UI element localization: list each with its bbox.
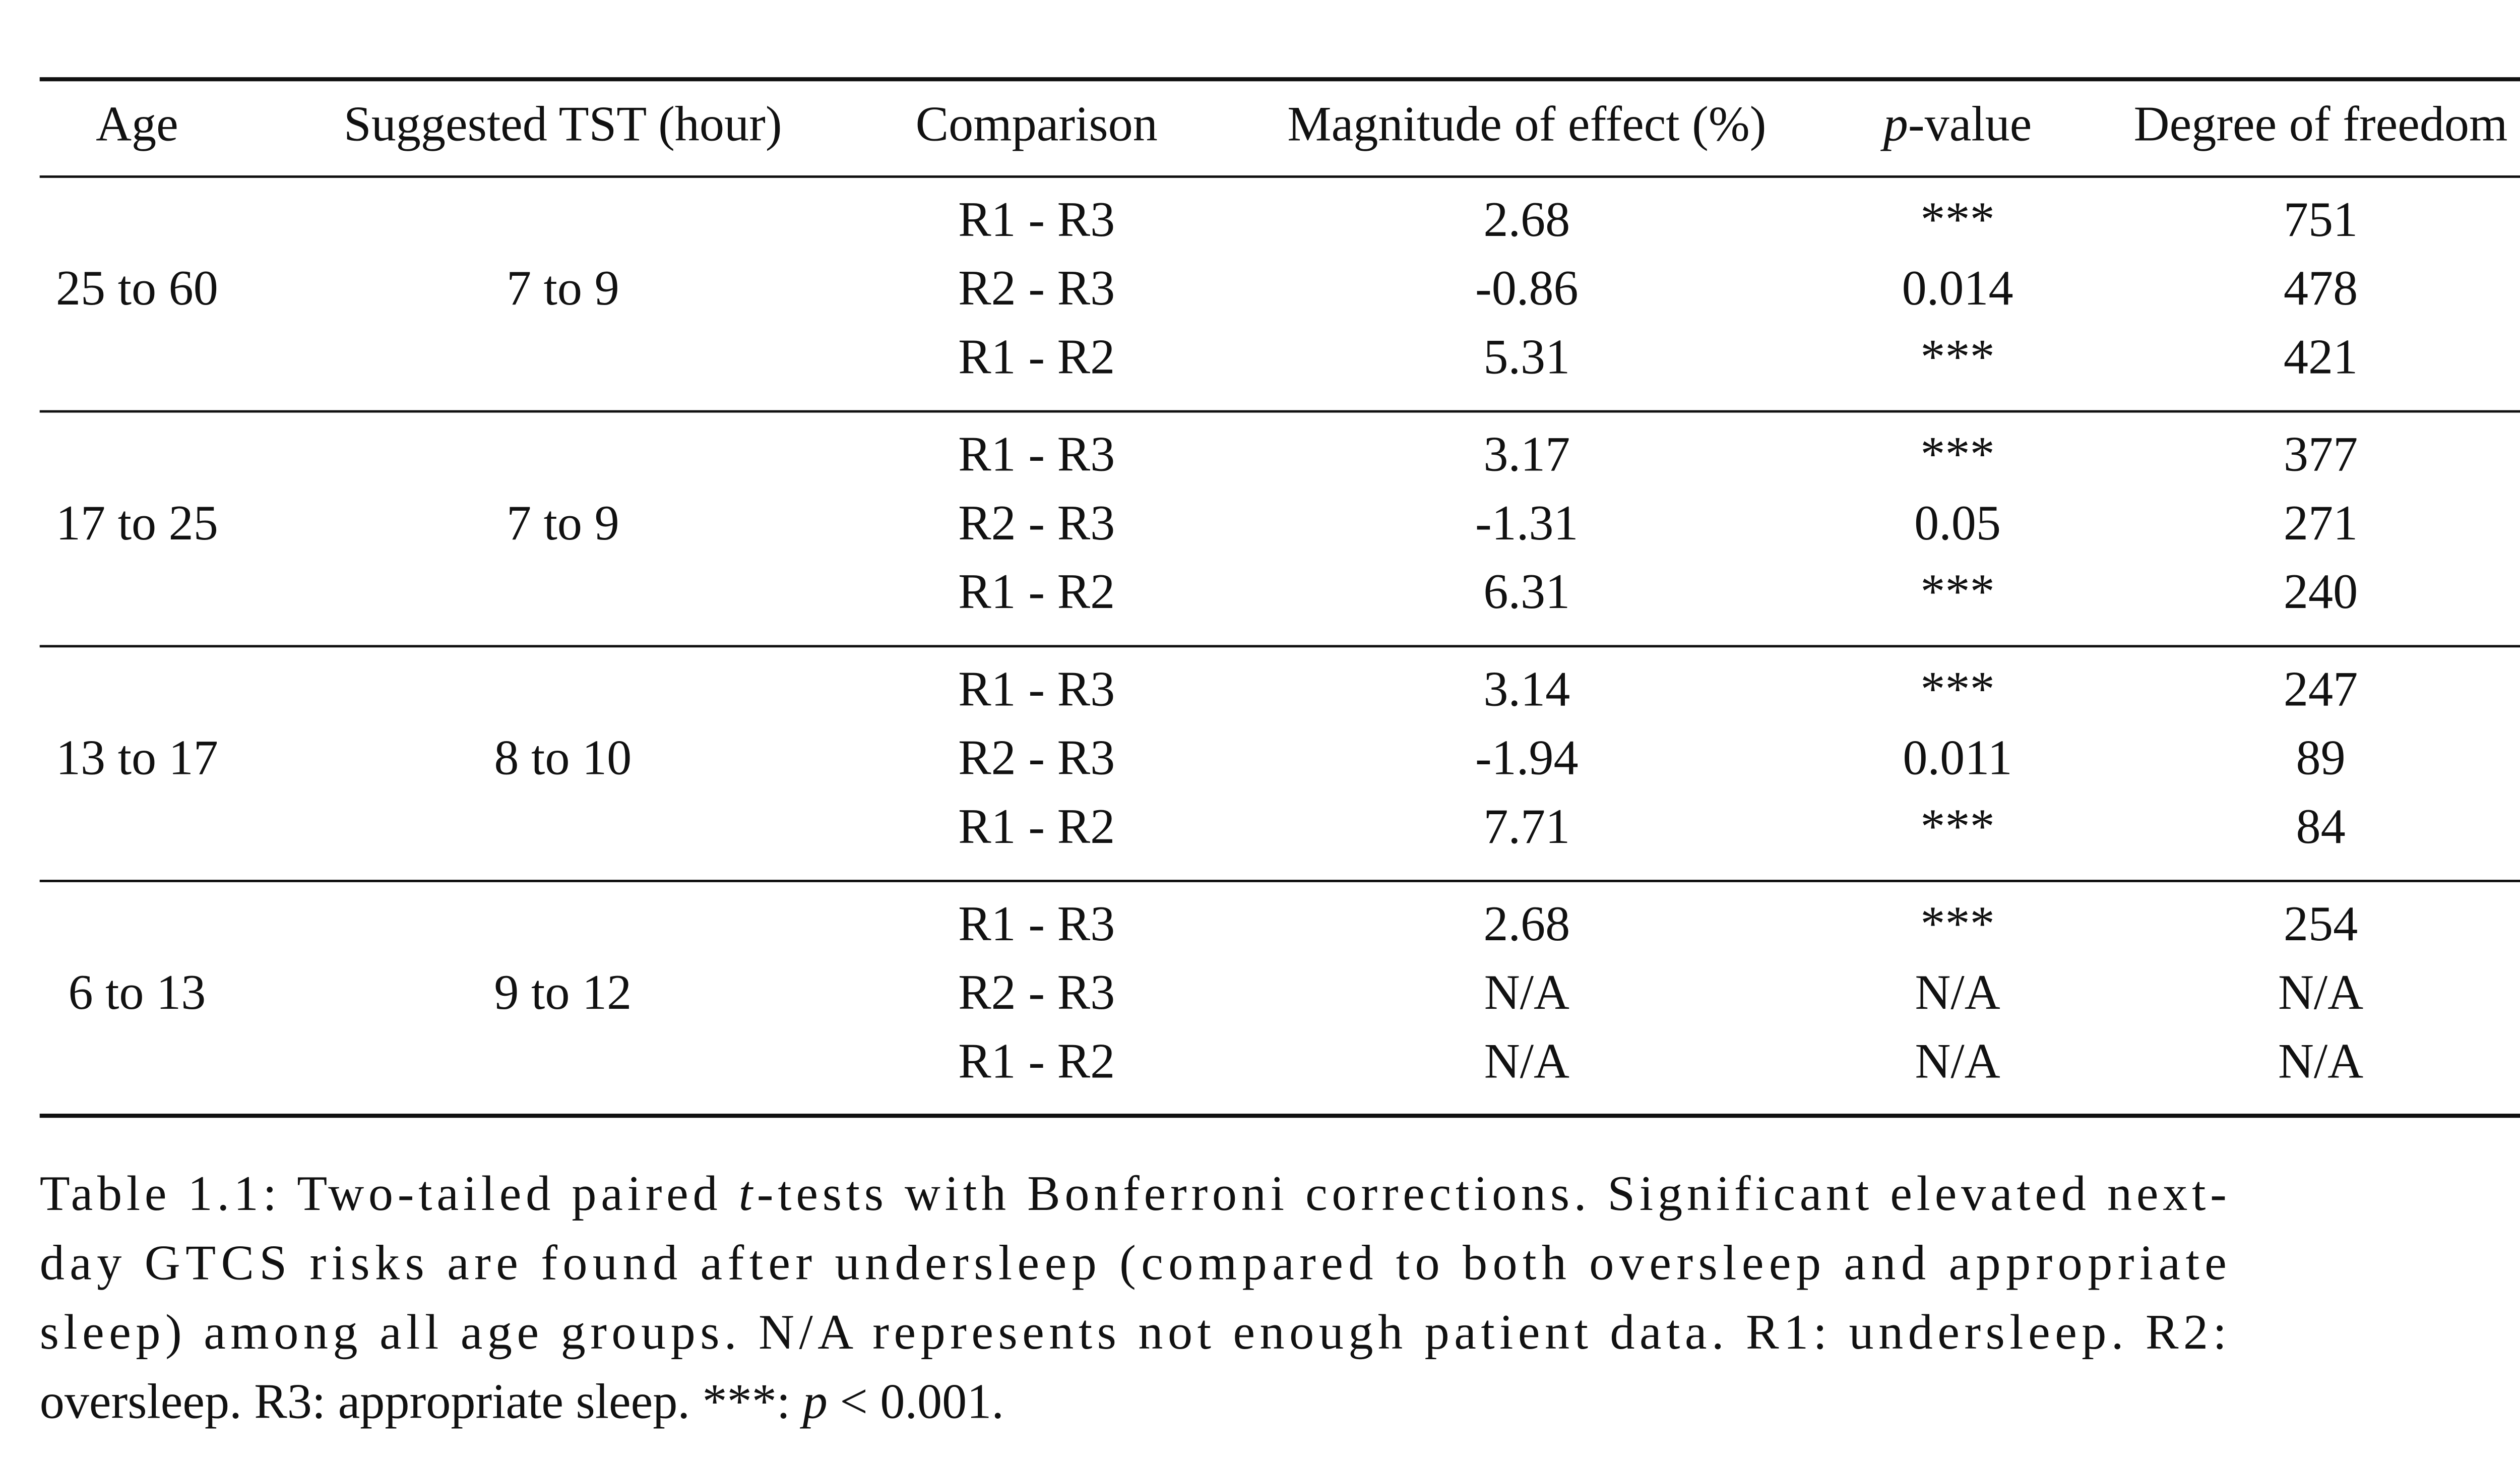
table-cell: -1.31	[1475, 496, 1579, 551]
table-cell: 478	[2284, 261, 2358, 316]
table-cell: ***	[1920, 427, 1994, 482]
table-cell: N/A	[1484, 965, 1569, 1020]
tst-cell: 7 to 9	[507, 261, 619, 316]
table-cell: ***	[1920, 329, 1994, 384]
table-cell: 271	[2284, 496, 2358, 551]
table-cell: 421	[2284, 329, 2358, 384]
text-segment: < 0.001.	[828, 1374, 1004, 1429]
text-segment: Comparison	[916, 96, 1158, 151]
caption-line: sleep) among all age groups. N/A represe…	[40, 1305, 2227, 1360]
table-cell: R1 - R3	[958, 192, 1115, 247]
column-header: Age	[96, 96, 178, 151]
text-segment: t	[739, 1166, 754, 1221]
table-cell: R1 - R2	[958, 329, 1115, 384]
table-cell: 84	[2296, 799, 2345, 854]
table-cell: R2 - R3	[958, 731, 1115, 785]
age-cell: 25 to 60	[56, 261, 218, 316]
table-cell: 6.31	[1483, 564, 1570, 619]
table-cell: R1 - R3	[958, 427, 1115, 482]
text-segment: Age	[96, 96, 178, 151]
table-cell: R2 - R3	[958, 965, 1115, 1020]
text-segment: -value	[1908, 96, 2032, 151]
caption-line: day GTCS risks are found after underslee…	[40, 1235, 2227, 1290]
table-cell: ***	[1920, 799, 1994, 854]
table-cell: 89	[2296, 731, 2345, 785]
text-segment: Suggested TST (hour)	[344, 96, 782, 151]
text-segment: sleep) among all age groups. N/A represe…	[40, 1305, 2227, 1360]
table-cell: N/A	[2278, 1034, 2363, 1088]
text-segment: p	[800, 1374, 828, 1429]
tst-cell: 9 to 12	[494, 965, 632, 1020]
table-cell: N/A	[1484, 1034, 1569, 1088]
table-cell: ***	[1920, 192, 1994, 247]
text-segment: oversleep. R3: appropriate sleep. ***:	[40, 1374, 803, 1429]
caption-line: oversleep. R3: appropriate sleep. ***: p…	[40, 1374, 1004, 1429]
text-segment: Table 1.1: Two-tailed paired	[40, 1166, 734, 1221]
table-cell: 3.14	[1483, 661, 1570, 716]
tst-cell: 8 to 10	[494, 731, 632, 785]
table-cell: R1 - R3	[958, 661, 1115, 716]
text-segment: -tests with Bonferroni corrections. Sign…	[757, 1166, 2227, 1221]
table-cell: R1 - R2	[958, 799, 1115, 854]
age-cell: 13 to 17	[56, 731, 218, 785]
caption-line: Table 1.1: Two-tailed paired t -tests wit…	[40, 1166, 2227, 1221]
table-cell: -0.86	[1475, 261, 1579, 316]
table-cell: 0.05	[1914, 496, 2001, 551]
column-header: Comparison	[916, 96, 1158, 151]
table-cell: 2.68	[1483, 896, 1570, 951]
column-header: Magnitude of effect (%)	[1287, 96, 1766, 151]
table-cell: ***	[1920, 564, 1994, 619]
column-header: Degree of freedom	[2134, 96, 2508, 151]
table-cell: 0.014	[1902, 261, 2013, 316]
text-segment: p	[1880, 96, 1908, 151]
table-cell: R1 - R2	[958, 564, 1115, 619]
table-cell: 7.71	[1483, 799, 1570, 854]
text-segment: day GTCS risks are found after underslee…	[40, 1235, 2227, 1290]
table-cell: 254	[2284, 896, 2358, 951]
age-cell: 6 to 13	[68, 965, 206, 1020]
text-segment: Magnitude of effect (%)	[1287, 96, 1766, 151]
table-cell: 377	[2284, 427, 2358, 482]
table-cell: N/A	[1915, 1034, 2000, 1088]
table-cell: ***	[1920, 896, 1994, 951]
table-cell: 247	[2284, 661, 2358, 716]
text-segment: Degree of freedom	[2134, 96, 2508, 151]
table-cell: 3.17	[1483, 427, 1570, 482]
age-cell: 17 to 25	[56, 496, 218, 551]
column-header: Suggested TST (hour)	[344, 96, 782, 151]
table-cell: R2 - R3	[958, 496, 1115, 551]
table-cell: 2.68	[1483, 192, 1570, 247]
table-cell: N/A	[1915, 965, 2000, 1020]
table-cell: 751	[2284, 192, 2358, 247]
table-cell: R1 - R2	[958, 1034, 1115, 1088]
table-cell: -1.94	[1475, 731, 1579, 785]
table-cell: R1 - R3	[958, 896, 1115, 951]
table-cell: 0.011	[1903, 731, 2012, 785]
table-cell: 240	[2284, 564, 2358, 619]
table-cell: ***	[1920, 661, 1994, 716]
table-cell: R2 - R3	[958, 261, 1115, 316]
table-cell: 5.31	[1483, 329, 1570, 384]
table-cell: N/A	[2278, 965, 2363, 1020]
column-header: p-value	[1880, 96, 2032, 151]
tst-cell: 7 to 9	[507, 496, 619, 551]
